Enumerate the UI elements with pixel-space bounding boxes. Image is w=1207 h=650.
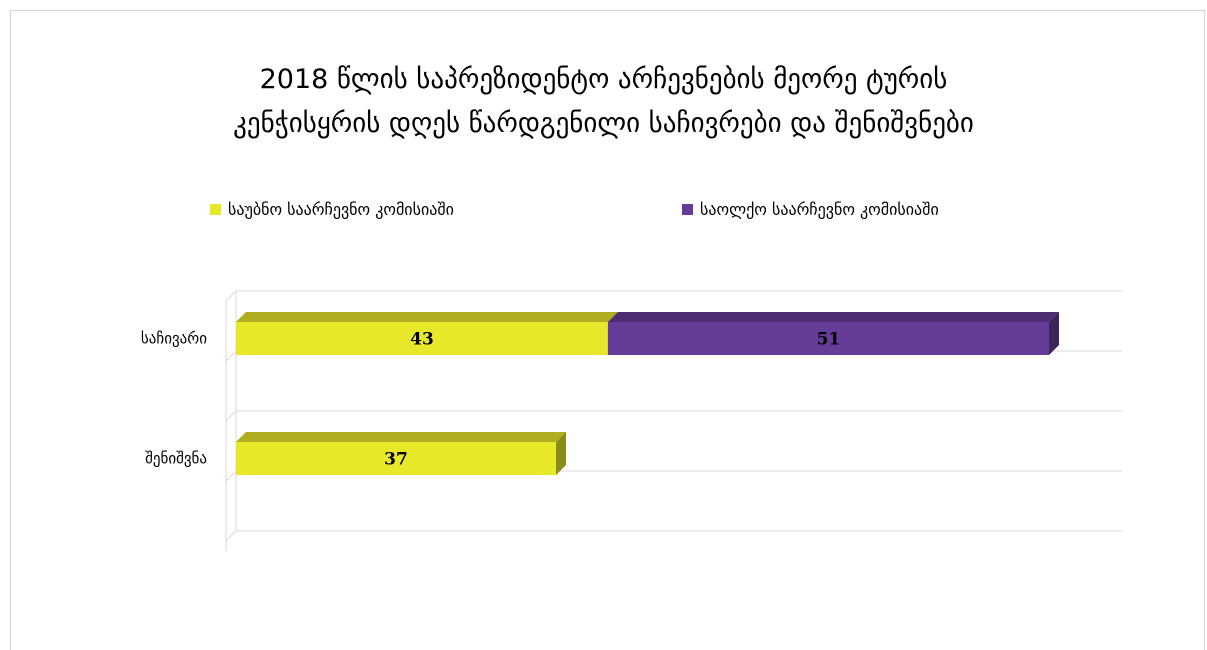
legend-swatch-district xyxy=(210,204,221,215)
bar-side-1-0 xyxy=(556,432,567,475)
category-label-1: შენიშვნა xyxy=(145,450,207,468)
chart-title-line-1: 2018 წლის საპრეზიდენტო არჩევნების მეორე … xyxy=(259,64,948,95)
gridline-depth-2 xyxy=(225,410,237,422)
category-label-0: საჩივარი xyxy=(141,330,207,348)
chart-plot: 43 51 საჩივარი 37 შენიშვნა xyxy=(141,290,1122,551)
gridline-depth-3 xyxy=(225,470,237,482)
gridline-depth-4 xyxy=(225,530,237,542)
bar-top-0-0 xyxy=(236,312,618,322)
bar-side-0-1 xyxy=(1049,312,1059,355)
legend-item-district: საუბნო საარჩევნო კომისიაში xyxy=(210,200,454,219)
bar-top-1-0 xyxy=(236,432,567,442)
data-label-0-0: 43 xyxy=(410,330,434,350)
legend-label-regional: საოლქო საარჩევნო კომისიაში xyxy=(700,200,939,219)
data-label-0-1: 51 xyxy=(817,330,841,350)
bar-1-0 xyxy=(236,442,557,475)
bar-top-0-1 xyxy=(607,312,1059,322)
bar-0-1 xyxy=(607,322,1049,355)
legend-label-district: საუბნო საარჩევნო კომისიაში xyxy=(228,200,454,219)
chart-title-line-2: კენჭისყრის დღეს წარდგენილი საჩივრები და … xyxy=(233,108,974,139)
gridline-depth-1 xyxy=(225,350,237,362)
chart-title: 2018 წლის საპრეზიდენტო არჩევნების მეორე … xyxy=(0,58,1207,146)
gridline-depth-0 xyxy=(225,290,237,302)
legend-item-regional: საოლქო საარჩევნო კომისიაში xyxy=(682,200,939,219)
bar-0-0 xyxy=(236,322,608,355)
data-label-1-0: 37 xyxy=(384,450,408,470)
legend-swatch-regional xyxy=(682,204,693,215)
chart-frame xyxy=(10,10,1205,650)
